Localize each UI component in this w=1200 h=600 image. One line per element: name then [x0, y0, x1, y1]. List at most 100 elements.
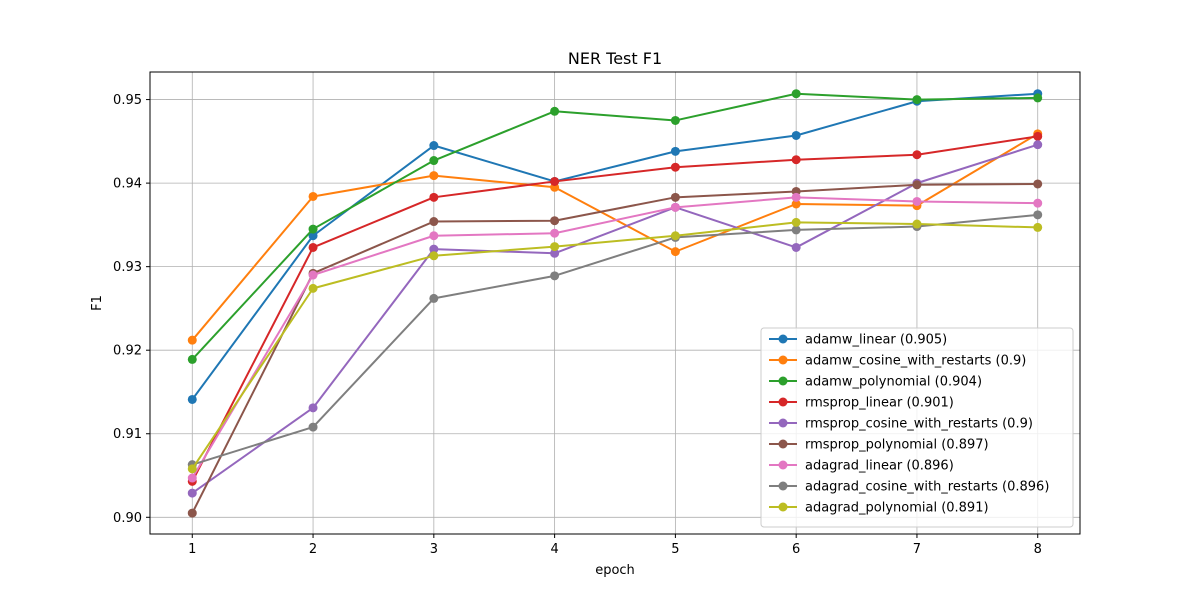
data-point — [187, 508, 197, 518]
legend-label: adamw_polynomial (0.904) — [805, 375, 982, 390]
data-point — [429, 217, 439, 227]
data-point — [308, 224, 318, 234]
data-point — [429, 244, 439, 254]
legend-item: rmsprop_linear (0.901) — [769, 396, 954, 411]
x-tick-label: 8 — [1034, 542, 1042, 557]
data-point — [1033, 179, 1043, 189]
legend-swatch-marker — [778, 439, 788, 449]
data-point — [791, 192, 801, 202]
legend-label: rmsprop_linear (0.901) — [805, 396, 954, 411]
data-point — [429, 231, 439, 241]
legend-label: adagrad_linear (0.896) — [805, 459, 954, 474]
data-point — [308, 403, 318, 413]
data-point — [670, 231, 680, 241]
data-point — [429, 141, 439, 151]
x-tick-label: 2 — [309, 542, 317, 557]
series-line — [191, 143, 1039, 494]
legend-label: rmsprop_polynomial (0.897) — [805, 438, 989, 453]
series-group — [187, 89, 1043, 518]
data-point — [187, 394, 197, 404]
legend-item: adamw_linear (0.905) — [769, 333, 947, 348]
data-point — [912, 150, 922, 160]
legend-swatch-marker — [778, 376, 788, 386]
data-point — [550, 271, 560, 281]
data-point — [550, 176, 560, 186]
x-tick-label: 3 — [430, 542, 438, 557]
data-point — [1033, 93, 1043, 103]
legend-swatch-marker — [778, 481, 788, 491]
data-point — [308, 422, 318, 432]
legend-swatch-marker — [778, 334, 788, 344]
data-point — [670, 192, 680, 202]
data-point — [670, 115, 680, 125]
data-point — [791, 217, 801, 227]
legend-item: adagrad_cosine_with_restarts (0.896) — [769, 480, 1049, 495]
data-point — [670, 146, 680, 156]
data-point — [1033, 131, 1043, 141]
data-point — [1033, 198, 1043, 208]
legend-label: rmsprop_cosine_with_restarts (0.9) — [805, 417, 1033, 432]
x-tick-label: 4 — [550, 542, 558, 557]
data-point — [670, 162, 680, 172]
legend-label: adamw_cosine_with_restarts (0.9) — [805, 354, 1026, 369]
legend-item: adamw_polynomial (0.904) — [769, 375, 982, 390]
data-point — [308, 242, 318, 252]
series-5 — [187, 179, 1043, 518]
legend-swatch-marker — [778, 418, 788, 428]
data-point — [1033, 222, 1043, 232]
axes: 1 2 3 4 5 6 7 8 0.90 0.91 0.92 0.93 0.94 0.95 — [113, 93, 1042, 557]
chart-title: NER Test F1 — [568, 49, 662, 68]
data-point — [429, 251, 439, 261]
legend-box — [760, 327, 1074, 528]
legend-swatch-marker — [778, 502, 788, 512]
series-8 — [187, 217, 1043, 474]
data-point — [791, 225, 801, 235]
series-line — [191, 92, 1038, 401]
legend-item: adagrad_polynomial (0.891) — [769, 501, 989, 516]
y-tick-label: 0.94 — [113, 177, 142, 192]
y-tick-label: 0.95 — [113, 93, 142, 108]
data-point — [912, 180, 922, 190]
data-point — [1033, 210, 1043, 220]
data-point — [550, 242, 560, 252]
legend-item: adamw_cosine_with_restarts (0.9) — [769, 354, 1026, 369]
data-point — [308, 191, 318, 201]
data-point — [429, 192, 439, 202]
data-point — [912, 95, 922, 105]
series-line — [191, 196, 1038, 479]
data-point — [429, 171, 439, 181]
y-tick-label: 0.93 — [113, 260, 142, 275]
data-point — [308, 270, 318, 280]
data-point — [791, 130, 801, 140]
series-line — [191, 221, 1038, 470]
data-point — [429, 293, 439, 303]
x-tick-label: 6 — [792, 542, 800, 557]
legend-swatch-marker — [778, 355, 788, 365]
legend-label: adamw_linear (0.905) — [805, 333, 947, 348]
data-point — [1033, 140, 1043, 150]
x-tick-label: 1 — [188, 542, 196, 557]
data-point — [187, 488, 197, 498]
legend: adamw_linear (0.905) adamw_cosine_with_re… — [760, 327, 1074, 528]
legend-label: adagrad_cosine_with_restarts (0.896) — [805, 480, 1049, 495]
data-point — [791, 89, 801, 99]
y-tick-label: 0.90 — [113, 511, 142, 526]
y-axis-label: F1 — [90, 295, 105, 311]
series-line — [191, 213, 1038, 466]
data-point — [187, 473, 197, 483]
data-point — [187, 464, 197, 474]
x-tick-label: 7 — [913, 542, 921, 557]
legend-swatch-marker — [778, 460, 788, 470]
plot-frame — [149, 71, 1081, 535]
data-point — [550, 228, 560, 238]
legend-swatch-marker — [778, 397, 788, 407]
data-point — [912, 196, 922, 206]
series-line — [191, 135, 1038, 482]
data-point — [670, 202, 680, 212]
y-tick-label: 0.92 — [113, 344, 142, 359]
legend-item: adagrad_linear (0.896) — [769, 459, 954, 474]
data-point — [791, 155, 801, 165]
data-point — [791, 242, 801, 252]
x-axis-label: epoch — [595, 563, 635, 578]
